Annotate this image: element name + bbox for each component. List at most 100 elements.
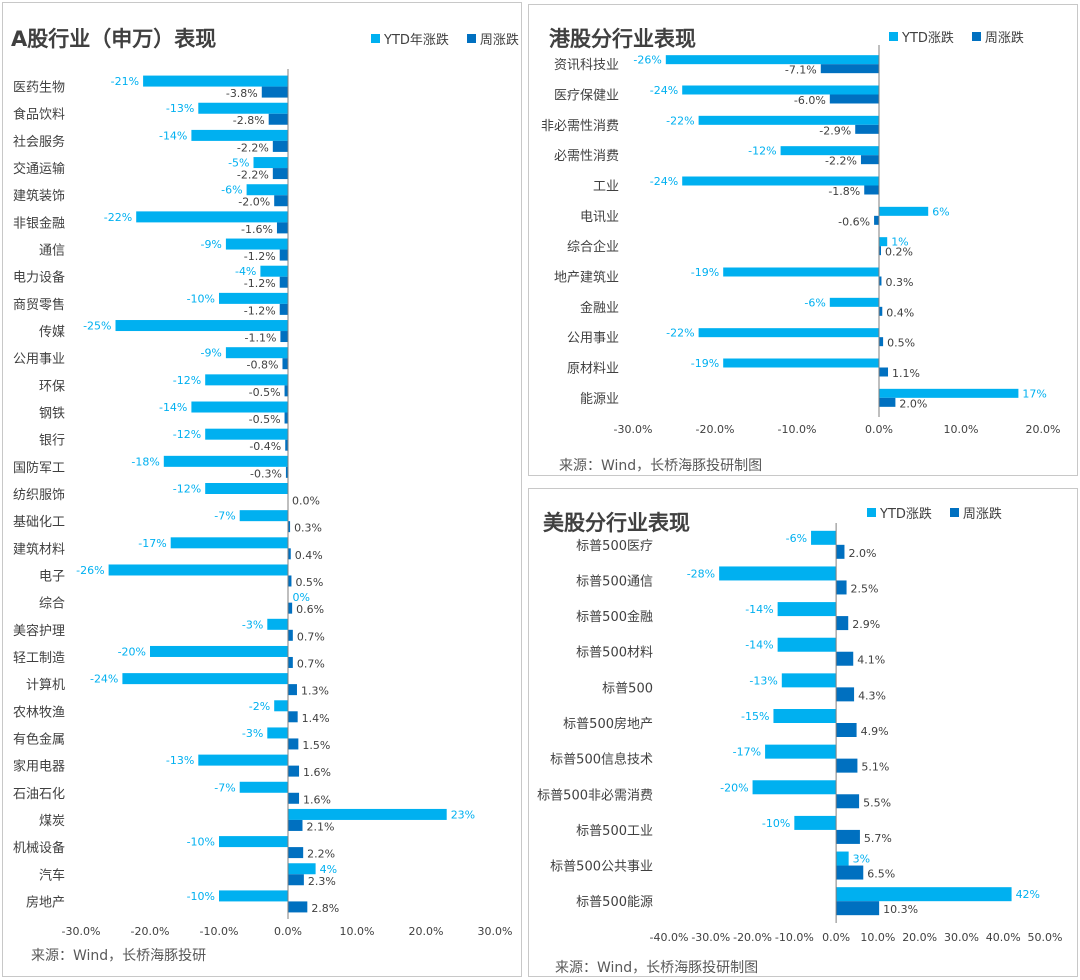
week-bar [820, 64, 879, 74]
ytd-value-label: -10% [762, 817, 790, 830]
ytd-bar [879, 206, 929, 216]
ytd-value-label: -19% [691, 266, 719, 279]
week-bar [879, 306, 883, 316]
ytd-value-label: -18% [131, 455, 159, 468]
week-value-label: -0.8% [247, 359, 279, 372]
ytd-bar [205, 483, 288, 494]
category-label: 原材料业 [567, 362, 619, 377]
category-label: 标普500信息技术 [550, 752, 653, 768]
ytd-value-label: -13% [166, 102, 194, 115]
week-bar [855, 124, 879, 134]
week-value-label: -0.6% [838, 215, 870, 228]
legend-ytd-swatch [867, 508, 876, 517]
a-share-source: 来源：Wind，长桥海豚投研 [31, 948, 207, 964]
week-bar [836, 616, 849, 631]
week-value-label: 2.0% [848, 547, 876, 560]
ytd-bar [191, 129, 288, 141]
week-value-label: 0.3% [885, 276, 913, 289]
week-bar [288, 901, 308, 913]
week-bar [288, 656, 293, 668]
week-value-label: 1.1% [892, 367, 920, 380]
x-tick-label: 10.0% [860, 931, 895, 944]
hk-source: 来源：Wind，长桥海豚投研制图 [559, 458, 763, 474]
ytd-bar [205, 428, 288, 440]
week-bar [836, 758, 858, 773]
week-value-label: -2.2% [237, 141, 269, 154]
ytd-bar [698, 328, 879, 338]
ytd-bar [163, 455, 288, 467]
ytd-bar [765, 744, 837, 759]
ytd-value-label: -13% [749, 674, 777, 687]
ytd-value-label: -28% [687, 567, 715, 580]
week-value-label: -1.1% [244, 332, 276, 345]
ytd-value-label: -22% [104, 211, 132, 224]
ytd-value-label: -26% [76, 564, 104, 577]
ytd-bar [205, 374, 288, 386]
category-label: 综合 [39, 597, 65, 612]
ytd-value-label: -21% [111, 75, 139, 88]
ytd-bar [836, 851, 849, 866]
ytd-bar [752, 780, 837, 795]
ytd-bar [698, 115, 879, 125]
week-value-label: 5.5% [863, 796, 891, 809]
ytd-bar [682, 85, 879, 95]
week-bar [288, 874, 304, 886]
week-bar [288, 684, 297, 696]
ytd-value-label: -13% [166, 754, 194, 767]
ytd-bar [777, 637, 837, 652]
week-value-label: -2.2% [237, 169, 269, 182]
ytd-bar [239, 510, 288, 522]
us-source: 来源：Wind，长桥海豚投研制图 [555, 960, 759, 976]
ytd-bar [150, 645, 288, 657]
week-bar [285, 439, 288, 451]
week-bar [288, 765, 300, 777]
legend-week-swatch [971, 32, 981, 41]
ytd-value-label: -4% [235, 265, 256, 278]
category-label: 社会服务 [13, 134, 65, 150]
week-value-label: -2.9% [819, 124, 851, 137]
week-value-label: 6.5% [867, 868, 895, 881]
week-bar [829, 94, 879, 104]
week-value-label: 0.4% [886, 306, 914, 319]
category-label: 工业 [593, 180, 619, 195]
x-tick-label: -40.0% [650, 931, 689, 944]
ytd-value-label: 0% [293, 591, 310, 604]
legend-ytd-label: YTD涨跌 [902, 31, 954, 46]
week-value-label: 1.6% [303, 766, 331, 779]
hk-legend: YTD涨跌 周涨跌 [889, 27, 1024, 46]
week-value-label: 2.3% [308, 875, 336, 888]
ytd-bar [879, 388, 1019, 398]
x-tick-label: 10.0% [944, 423, 979, 436]
ytd-bar [288, 808, 447, 820]
ytd-value-label: -24% [90, 673, 118, 686]
week-value-label: -1.6% [241, 223, 273, 236]
category-label: 建筑装饰 [13, 188, 65, 204]
a-share-chart: -30.0% -20.0% -10.0% 0.0% 10.0% 20.0% 30.0% 医药生… [13, 69, 512, 938]
week-value-label: 4.9% [861, 725, 889, 738]
category-label: 标普500通信 [576, 574, 653, 589]
ytd-value-label: -19% [691, 357, 719, 370]
x-tick-label: 30.0% [944, 931, 979, 944]
week-bar [284, 412, 288, 424]
ytd-bar [836, 887, 1012, 902]
x-tick-label: -20.0% [696, 423, 735, 436]
week-value-label: 0.7% [297, 630, 325, 643]
ytd-value-label: -26% [633, 54, 661, 67]
week-bar [288, 792, 300, 804]
ytd-bar [781, 673, 837, 688]
week-value-label: 1.4% [302, 712, 330, 725]
week-bar [879, 367, 889, 377]
week-value-label: 4.3% [858, 689, 886, 702]
x-tick-label: 20.0% [1026, 423, 1061, 436]
ytd-value-label: -22% [666, 114, 694, 127]
category-label: 标普500公共事业 [550, 860, 653, 875]
ytd-value-label: 23% [451, 808, 475, 821]
ytd-bar [239, 781, 288, 793]
ytd-bar [723, 358, 879, 368]
week-value-label: 0.0% [292, 495, 320, 508]
ytd-bar [267, 618, 288, 630]
category-label: 国防军工 [13, 460, 65, 476]
category-label: 石油石化 [13, 787, 65, 802]
category-label: 必需性消费 [554, 149, 619, 164]
week-value-label: 5.7% [864, 832, 892, 845]
